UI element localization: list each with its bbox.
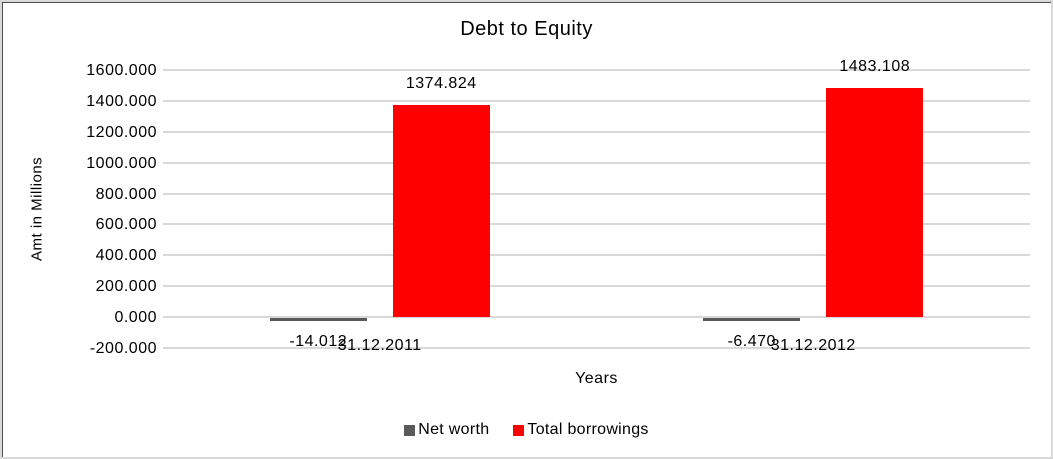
legend-label-total-borrowings: Total borrowings (527, 421, 649, 438)
gridline (163, 285, 1030, 288)
y-tick-label: 1400.000 (86, 92, 157, 110)
gridline (163, 130, 1030, 133)
data-label-net-worth-31-12-2012: -6.470 (727, 333, 776, 351)
y-tick-label: 600.000 (95, 216, 157, 234)
legend-item-total-borrowings[interactable]: Total borrowings (513, 421, 648, 439)
legend-marker-total-borrowings-icon (513, 424, 525, 436)
gridline (163, 69, 1030, 71)
gridline (163, 192, 1030, 195)
legend-label-net-worth: Net worth (418, 421, 490, 438)
y-tick-label: 800.000 (95, 185, 157, 203)
y-tick-label: 400.000 (95, 247, 157, 265)
y-tick-label: 0.000 (114, 309, 157, 327)
gridline (163, 316, 1030, 319)
category-label-31-12-2011: 31.12.2011 (337, 337, 422, 355)
y-tick-label: 1600.000 (86, 62, 157, 79)
data-label-net-worth-31-12-2011: -14.012 (289, 333, 348, 351)
legend-item-net-worth[interactable]: Net worth (404, 421, 489, 439)
y-axis-title: Amt in Millions (28, 156, 46, 262)
plot-area (163, 69, 1030, 349)
data-label-total-borrowings-31-12-2011: 1374.824 (405, 74, 477, 92)
data-label-total-borrowings-31-12-2012: 1483.108 (839, 58, 911, 76)
gridline (163, 347, 1030, 349)
y-tick-label: 1200.000 (86, 123, 157, 141)
bar-net-worth-31-12-2012[interactable] (703, 318, 801, 322)
y-tick-label: -200.000 (89, 340, 157, 357)
bar-total-borrowings-31-12-2012[interactable] (826, 88, 924, 318)
y-tick-label: 1000.000 (86, 154, 157, 172)
category-label-31-12-2012: 31.12.2012 (770, 337, 856, 355)
legend: Net worth Total borrowings (2, 421, 1051, 439)
gridline (163, 223, 1030, 226)
x-axis-title: Years (575, 370, 618, 387)
chart-title: Debt to Equity (460, 18, 593, 40)
y-tick-label: 200.000 (95, 278, 157, 296)
legend-marker-net-worth-icon (404, 424, 416, 436)
bar-net-worth-31-12-2011[interactable] (269, 318, 367, 322)
gridline (163, 99, 1030, 102)
gridline (163, 161, 1030, 164)
bar-total-borrowings-31-12-2011[interactable] (392, 104, 490, 318)
gridline (163, 254, 1030, 257)
